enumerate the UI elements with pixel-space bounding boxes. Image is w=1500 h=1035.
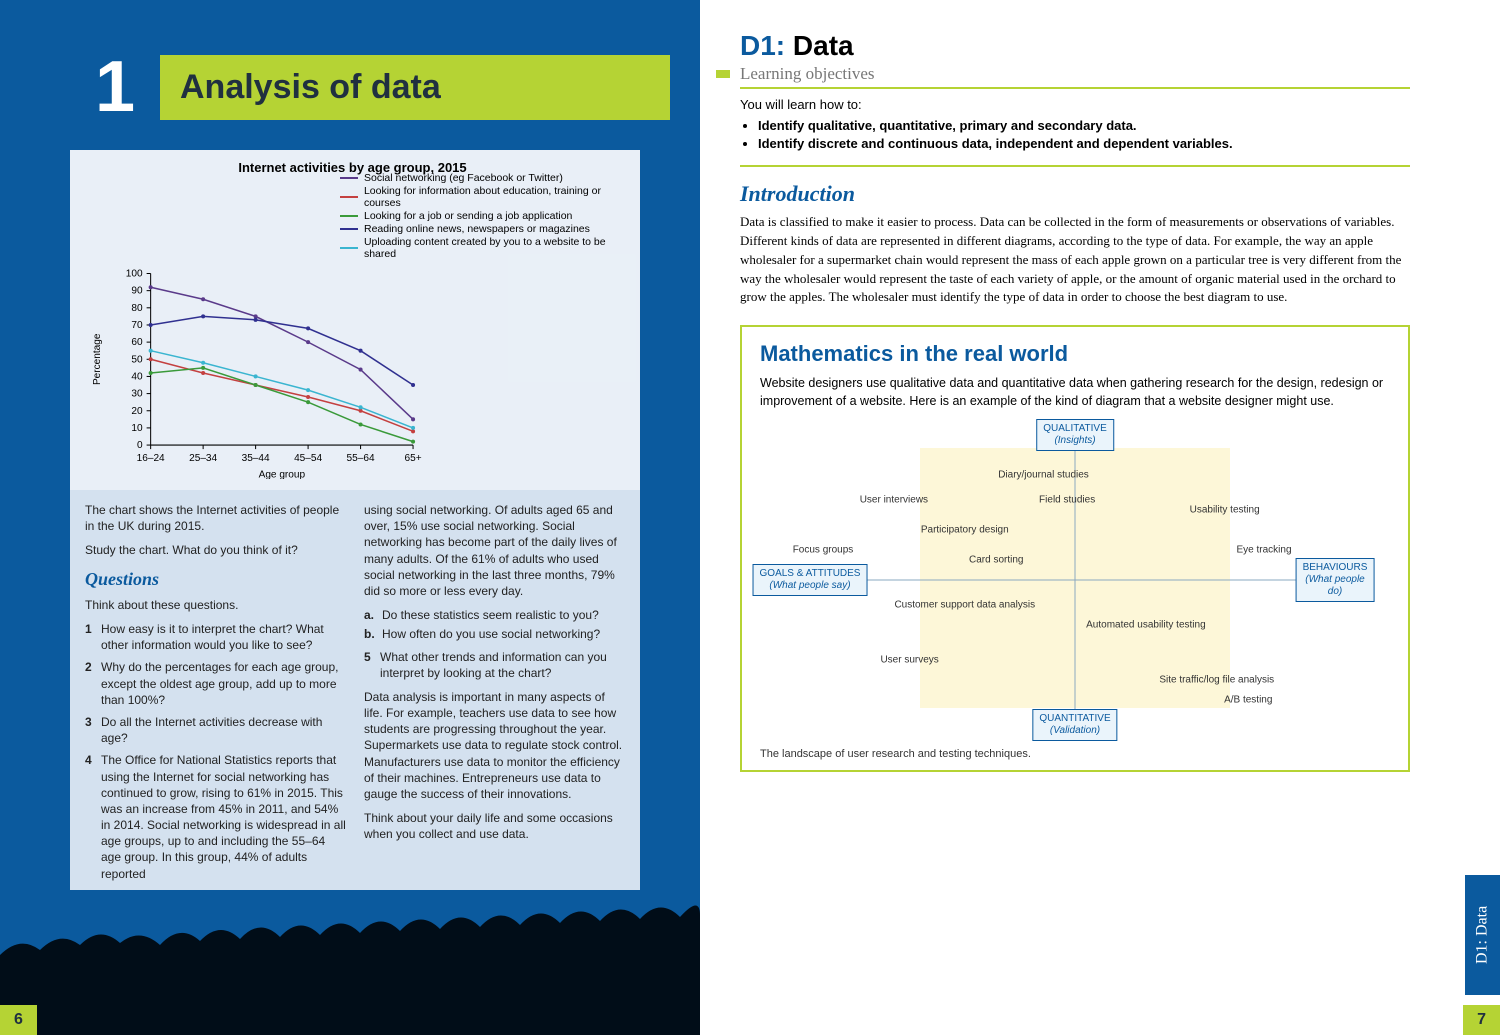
right-page: D1: Data Learning objectives You will le…: [700, 0, 1500, 1035]
chapter-header: 1 Analysis of data: [70, 55, 670, 120]
left-page: 1 Analysis of data Internet activities b…: [0, 0, 700, 1035]
svg-text:25–34: 25–34: [189, 453, 217, 464]
q-number: 1: [85, 621, 101, 653]
chart-panel: Internet activities by age group, 2015 S…: [70, 150, 640, 490]
svg-text:100: 100: [126, 269, 143, 280]
analysis-paragraph-2: Think about your daily life and some occ…: [364, 810, 625, 842]
page-number-left: 6: [0, 1005, 37, 1035]
objective-1: Identify qualitative, quantitative, prim…: [758, 118, 1410, 133]
svg-text:16–24: 16–24: [137, 453, 165, 464]
divider-line: [740, 87, 1410, 89]
study-prompt: Study the chart. What do you think of it…: [85, 542, 346, 558]
svg-text:80: 80: [131, 303, 143, 314]
math-box-text: Website designers use qualitative data a…: [760, 375, 1390, 410]
q-number: 5: [364, 649, 380, 681]
svg-text:10: 10: [131, 423, 143, 434]
question-5: What other trends and information can yo…: [380, 649, 625, 681]
diagram-caption: The landscape of user research and testi…: [760, 748, 1390, 760]
chart-description: The chart shows the Internet activities …: [85, 502, 346, 534]
math-real-world-box: Mathematics in the real world Website de…: [740, 325, 1410, 772]
d1-title: Data: [793, 30, 854, 61]
svg-text:Percentage: Percentage: [92, 333, 103, 385]
question-3: Do all the Internet activities decrease …: [101, 714, 346, 746]
question-4a: Do these statistics seem realistic to yo…: [382, 607, 599, 623]
section-marker: [716, 70, 730, 78]
page-number-right: 7: [1463, 1005, 1500, 1035]
introduction-body: Data is classified to make it easier to …: [740, 213, 1410, 307]
d1-prefix: D1:: [740, 30, 793, 61]
svg-text:70: 70: [131, 320, 143, 331]
svg-text:20: 20: [131, 406, 143, 417]
question-4-continued: using social networking. Of adults aged …: [364, 502, 625, 599]
sub-label: b.: [364, 626, 382, 642]
d1-heading: D1: Data: [740, 30, 1410, 62]
objectives-list: Identify qualitative, quantitative, prim…: [758, 118, 1410, 151]
chapter-number: 1: [70, 55, 160, 120]
svg-text:65+: 65+: [405, 453, 422, 464]
svg-text:35–44: 35–44: [242, 453, 270, 464]
svg-text:45–54: 45–54: [294, 453, 322, 464]
q-number: 3: [85, 714, 101, 746]
math-box-heading: Mathematics in the real world: [760, 341, 1390, 367]
text-col-right: using social networking. Of adults aged …: [364, 502, 625, 878]
question-1: How easy is it to interpret the chart? W…: [101, 621, 346, 653]
learning-objectives-text: Learning objectives: [740, 64, 875, 83]
question-4: The Office for National Statistics repor…: [101, 752, 346, 882]
section-tab: D1: Data: [1465, 875, 1500, 995]
sub-label: a.: [364, 607, 382, 623]
chapter-title: Analysis of data: [180, 68, 441, 107]
text-col-left: The chart shows the Internet activities …: [85, 502, 346, 878]
question-4b: How often do you use social networking?: [382, 626, 600, 642]
svg-text:Age group: Age group: [259, 469, 306, 479]
q-number: 2: [85, 659, 101, 708]
question-2: Why do the percentages for each age grou…: [101, 659, 346, 708]
analysis-paragraph-1: Data analysis is important in many aspec…: [364, 689, 625, 802]
learn-intro: You will learn how to:: [740, 97, 1410, 112]
quadrant-diagram: QUALITATIVE(Insights)QUANTITATIVE(Valida…: [760, 420, 1390, 740]
svg-text:30: 30: [131, 389, 143, 400]
learning-objectives-label: Learning objectives: [740, 64, 1410, 89]
svg-text:0: 0: [137, 440, 143, 451]
chart-legend: Social networking (eg Facebook or Twitte…: [340, 172, 640, 261]
svg-text:90: 90: [131, 286, 143, 297]
svg-text:60: 60: [131, 337, 143, 348]
svg-text:40: 40: [131, 371, 143, 382]
svg-text:50: 50: [131, 354, 143, 365]
chapter-title-banner: Analysis of data: [160, 55, 670, 120]
svg-text:55–64: 55–64: [347, 453, 375, 464]
divider-line: [740, 165, 1410, 167]
text-panel: The chart shows the Internet activities …: [70, 490, 640, 890]
think-prompt: Think about these questions.: [85, 597, 346, 613]
introduction-heading: Introduction: [740, 181, 1410, 207]
questions-heading: Questions: [85, 567, 346, 591]
objective-2: Identify discrete and continuous data, i…: [758, 136, 1410, 151]
q-number: 4: [85, 752, 101, 882]
